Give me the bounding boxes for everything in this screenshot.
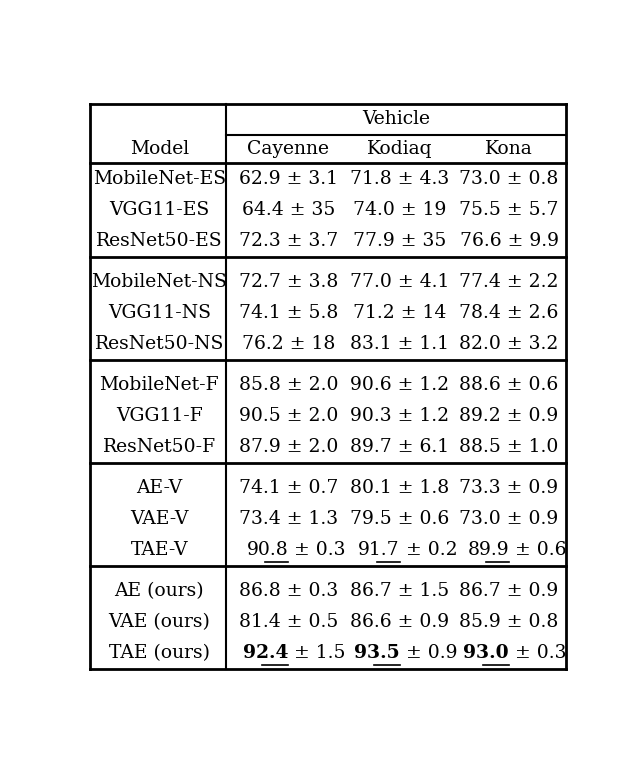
Text: 74.0 ± 19: 74.0 ± 19 <box>353 200 447 219</box>
Text: 79.5 ± 0.6: 79.5 ± 0.6 <box>350 510 449 528</box>
Text: 86.8 ± 0.3: 86.8 ± 0.3 <box>239 582 338 600</box>
Text: AE-V: AE-V <box>136 479 182 496</box>
Text: 87.9 ± 2.0: 87.9 ± 2.0 <box>239 438 338 456</box>
Text: ± 0.9: ± 0.9 <box>400 644 458 662</box>
Text: 72.3 ± 3.7: 72.3 ± 3.7 <box>239 232 338 250</box>
Text: ResNet50-ES: ResNet50-ES <box>96 232 223 250</box>
Text: TAE (ours): TAE (ours) <box>109 644 210 662</box>
Text: VAE-V: VAE-V <box>130 510 189 528</box>
Text: 80.1 ± 1.8: 80.1 ± 1.8 <box>350 479 449 496</box>
Text: 92.4: 92.4 <box>243 644 288 662</box>
Text: 93.0: 93.0 <box>463 644 509 662</box>
Text: Vehicle: Vehicle <box>362 110 430 129</box>
Text: MobileNet-F: MobileNet-F <box>100 376 219 394</box>
Text: TAE-V: TAE-V <box>131 542 188 559</box>
Text: 90.8: 90.8 <box>246 542 288 559</box>
Text: 89.2 ± 0.9: 89.2 ± 0.9 <box>460 407 559 425</box>
Text: 77.0 ± 4.1: 77.0 ± 4.1 <box>350 272 450 291</box>
Text: 71.8 ± 4.3: 71.8 ± 4.3 <box>350 170 449 187</box>
Text: MobileNet-NS: MobileNet-NS <box>92 272 227 291</box>
Text: ± 0.3: ± 0.3 <box>509 644 566 662</box>
Text: 74.1 ± 0.7: 74.1 ± 0.7 <box>239 479 338 496</box>
Text: 76.6 ± 9.9: 76.6 ± 9.9 <box>460 232 559 250</box>
Text: VAE (ours): VAE (ours) <box>108 614 211 631</box>
Text: VGG11-F: VGG11-F <box>116 407 203 425</box>
Text: 76.2 ± 18: 76.2 ± 18 <box>242 335 335 353</box>
Text: 62.9 ± 3.1: 62.9 ± 3.1 <box>239 170 338 187</box>
Text: 85.8 ± 2.0: 85.8 ± 2.0 <box>239 376 338 394</box>
Text: 86.6 ± 0.9: 86.6 ± 0.9 <box>350 614 449 631</box>
Text: Model: Model <box>130 140 189 158</box>
Text: 90.6 ± 1.2: 90.6 ± 1.2 <box>350 376 449 394</box>
Text: 73.3 ± 0.9: 73.3 ± 0.9 <box>460 479 559 496</box>
Text: 72.7 ± 3.8: 72.7 ± 3.8 <box>239 272 338 291</box>
Text: 82.0 ± 3.2: 82.0 ± 3.2 <box>460 335 559 353</box>
Text: 86.7 ± 1.5: 86.7 ± 1.5 <box>350 582 449 600</box>
Text: 83.1 ± 1.1: 83.1 ± 1.1 <box>351 335 449 353</box>
Text: Kodiaq: Kodiaq <box>367 140 433 158</box>
Text: ResNet50-F: ResNet50-F <box>103 438 216 456</box>
Text: 88.6 ± 0.6: 88.6 ± 0.6 <box>460 376 559 394</box>
Text: 91.7: 91.7 <box>358 542 400 559</box>
Text: 71.2 ± 14: 71.2 ± 14 <box>353 304 447 322</box>
Text: Kona: Kona <box>485 140 533 158</box>
Text: MobileNet-ES: MobileNet-ES <box>93 170 226 187</box>
Text: 77.9 ± 35: 77.9 ± 35 <box>353 232 447 250</box>
Text: 81.4 ± 0.5: 81.4 ± 0.5 <box>239 614 338 631</box>
Text: 73.0 ± 0.8: 73.0 ± 0.8 <box>460 170 559 187</box>
Text: VGG11-ES: VGG11-ES <box>109 200 209 219</box>
Text: AE (ours): AE (ours) <box>115 582 204 600</box>
Text: ± 1.5: ± 1.5 <box>288 644 346 662</box>
Text: 89.9: 89.9 <box>467 542 509 559</box>
Text: 90.3 ± 1.2: 90.3 ± 1.2 <box>350 407 449 425</box>
Text: 86.7 ± 0.9: 86.7 ± 0.9 <box>460 582 559 600</box>
Text: Cayenne: Cayenne <box>247 140 330 158</box>
Text: 73.4 ± 1.3: 73.4 ± 1.3 <box>239 510 338 528</box>
Text: 75.5 ± 5.7: 75.5 ± 5.7 <box>460 200 559 219</box>
Text: 78.4 ± 2.6: 78.4 ± 2.6 <box>460 304 559 322</box>
Text: 85.9 ± 0.8: 85.9 ± 0.8 <box>460 614 559 631</box>
Text: 89.7 ± 6.1: 89.7 ± 6.1 <box>350 438 449 456</box>
Text: 73.0 ± 0.9: 73.0 ± 0.9 <box>460 510 559 528</box>
Text: 88.5 ± 1.0: 88.5 ± 1.0 <box>460 438 559 456</box>
Text: 77.4 ± 2.2: 77.4 ± 2.2 <box>460 272 559 291</box>
Text: 74.1 ± 5.8: 74.1 ± 5.8 <box>239 304 338 322</box>
Text: ± 0.6: ± 0.6 <box>509 542 566 559</box>
Text: VGG11-NS: VGG11-NS <box>108 304 211 322</box>
Text: 93.5: 93.5 <box>355 644 400 662</box>
Text: 64.4 ± 35: 64.4 ± 35 <box>242 200 335 219</box>
Text: ± 0.3: ± 0.3 <box>288 542 346 559</box>
Text: 90.5 ± 2.0: 90.5 ± 2.0 <box>239 407 338 425</box>
Text: ResNet50-NS: ResNet50-NS <box>95 335 224 353</box>
Text: ± 0.2: ± 0.2 <box>400 542 458 559</box>
